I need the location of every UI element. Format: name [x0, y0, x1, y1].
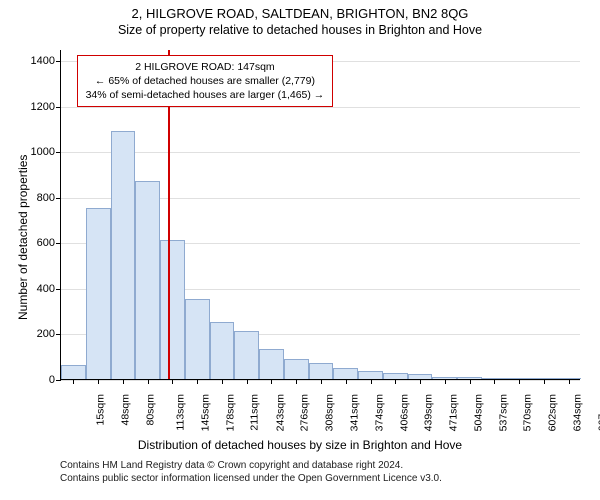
xtick-label: 374sqm: [373, 394, 385, 431]
chart-title: 2, HILGROVE ROAD, SALTDEAN, BRIGHTON, BN…: [0, 0, 600, 21]
xtick-mark: [197, 379, 198, 384]
xtick-mark: [271, 379, 272, 384]
ytick-label: 400: [37, 283, 55, 295]
xtick-mark: [371, 379, 372, 384]
bar: [135, 181, 160, 379]
bar: [185, 299, 210, 379]
info-box-line: ← 65% of detached houses are smaller (2,…: [86, 74, 325, 88]
xtick-label: 308sqm: [324, 394, 336, 431]
xtick-mark: [569, 379, 570, 384]
bar: [86, 208, 111, 379]
bar: [61, 365, 86, 379]
ytick-mark: [56, 334, 61, 335]
bar: [284, 359, 309, 379]
xtick-mark: [222, 379, 223, 384]
xtick-mark: [296, 379, 297, 384]
chart-subtitle: Size of property relative to detached ho…: [0, 21, 600, 41]
ytick-label: 800: [37, 192, 55, 204]
ytick-mark: [56, 289, 61, 290]
ytick-mark: [56, 61, 61, 62]
caption-line-1: Contains HM Land Registry data © Crown c…: [60, 460, 442, 473]
xtick-mark: [494, 379, 495, 384]
bar: [259, 349, 284, 379]
info-box: 2 HILGROVE ROAD: 147sqm← 65% of detached…: [77, 55, 334, 108]
xtick-label: 80sqm: [144, 394, 156, 426]
y-axis-label: Number of detached properties: [16, 155, 30, 320]
ytick-label: 0: [49, 374, 55, 386]
xtick-label: 15sqm: [95, 394, 107, 426]
xtick-mark: [321, 379, 322, 384]
caption-line-2: Contains public sector information licen…: [60, 473, 442, 486]
bar: [333, 368, 358, 379]
ytick-label: 1400: [31, 55, 55, 67]
ytick-label: 200: [37, 328, 55, 340]
xtick-mark: [73, 379, 74, 384]
ytick-mark: [56, 243, 61, 244]
xtick-label: 471sqm: [447, 394, 459, 431]
ytick-mark: [56, 107, 61, 108]
xtick-label: 145sqm: [200, 394, 212, 431]
xtick-mark: [98, 379, 99, 384]
bar: [309, 363, 334, 379]
xtick-label: 602sqm: [546, 394, 558, 431]
ytick-mark: [56, 380, 61, 381]
xtick-label: 406sqm: [398, 394, 410, 431]
xtick-mark: [346, 379, 347, 384]
xtick-mark: [247, 379, 248, 384]
caption: Contains HM Land Registry data © Crown c…: [60, 460, 442, 485]
xtick-label: 243sqm: [274, 394, 286, 431]
xtick-mark: [519, 379, 520, 384]
info-box-line: 34% of semi-detached houses are larger (…: [86, 88, 325, 102]
xtick-mark: [544, 379, 545, 384]
xtick-label: 570sqm: [522, 394, 534, 431]
xtick-mark: [172, 379, 173, 384]
ytick-label: 1000: [31, 146, 55, 158]
gridline: [61, 152, 580, 153]
xtick-mark: [445, 379, 446, 384]
bar: [160, 240, 185, 379]
xtick-mark: [395, 379, 396, 384]
plot-area: 020040060080010001200140015sqm48sqm80sqm…: [60, 50, 580, 380]
xtick-label: 634sqm: [571, 394, 583, 431]
ytick-label: 1200: [31, 101, 55, 113]
xtick-label: 667sqm: [596, 394, 600, 431]
xtick-mark: [470, 379, 471, 384]
info-box-line: 2 HILGROVE ROAD: 147sqm: [86, 60, 325, 74]
ytick-mark: [56, 152, 61, 153]
xtick-label: 504sqm: [472, 394, 484, 431]
bar: [111, 131, 136, 379]
xtick-label: 113sqm: [174, 394, 186, 431]
ytick-mark: [56, 198, 61, 199]
xtick-mark: [148, 379, 149, 384]
ytick-label: 600: [37, 237, 55, 249]
xtick-label: 537sqm: [497, 394, 509, 431]
xtick-label: 211sqm: [249, 394, 261, 431]
xtick-mark: [123, 379, 124, 384]
bar: [358, 371, 383, 379]
xtick-label: 276sqm: [299, 394, 311, 431]
bar: [234, 331, 259, 379]
xtick-mark: [420, 379, 421, 384]
x-axis-label: Distribution of detached houses by size …: [0, 438, 600, 452]
xtick-label: 439sqm: [423, 394, 435, 431]
xtick-label: 341sqm: [348, 394, 360, 431]
xtick-label: 48sqm: [120, 394, 132, 426]
bar: [210, 322, 235, 379]
xtick-label: 178sqm: [225, 394, 237, 431]
